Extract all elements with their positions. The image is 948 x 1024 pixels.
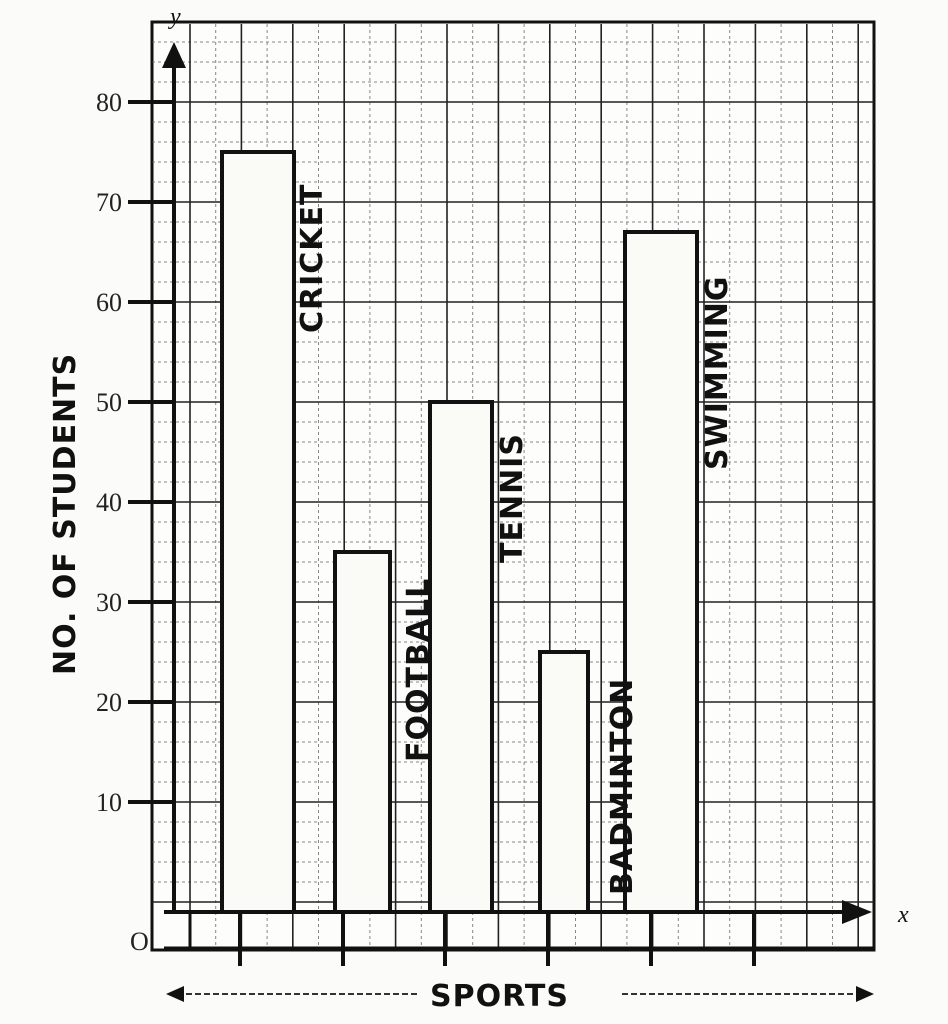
y-axis-letter: y xyxy=(168,4,181,30)
bar-label-swimming: SWIMMING xyxy=(700,276,735,470)
y-tick-label-40: 40 xyxy=(96,488,122,517)
x-axis-letter: x xyxy=(897,902,909,928)
origin-label: O xyxy=(130,927,149,956)
bar-cricket xyxy=(220,150,296,914)
y-tick-label-10: 10 xyxy=(96,788,122,817)
bars xyxy=(220,150,699,914)
x-axis-title-group: SPORTS xyxy=(166,979,874,1014)
bar-label-football: FOOTBALL xyxy=(401,578,436,762)
y-tick-label-30: 30 xyxy=(96,588,122,617)
bar-football xyxy=(333,550,392,914)
bar-label-tennis: TENNIS xyxy=(495,433,530,563)
bar-label-cricket: CRICKET xyxy=(295,184,330,334)
y-axis-title: NO. OF STUDENTS xyxy=(48,353,83,675)
bar-label-badminton: BADMINTON xyxy=(605,678,640,895)
y-tick-label-20: 20 xyxy=(96,688,122,717)
y-tick-label-70: 70 xyxy=(96,188,122,217)
right-arrow-icon xyxy=(856,986,874,1002)
y-tick-label-60: 60 xyxy=(96,288,122,317)
x-arrow-icon xyxy=(842,900,872,924)
y-arrow-icon xyxy=(162,42,186,68)
y-tick-label-80: 80 xyxy=(96,88,122,117)
x-ticks xyxy=(238,912,756,966)
bar-swimming xyxy=(623,230,699,914)
x-axis-title: SPORTS xyxy=(430,979,569,1014)
y-ticks: 10 20 30 40 50 60 70 80 xyxy=(96,88,174,817)
bar-tennis xyxy=(428,400,494,914)
bar-badminton xyxy=(538,650,590,914)
y-tick-label-50: 50 xyxy=(96,388,122,417)
left-arrow-icon xyxy=(166,986,184,1002)
